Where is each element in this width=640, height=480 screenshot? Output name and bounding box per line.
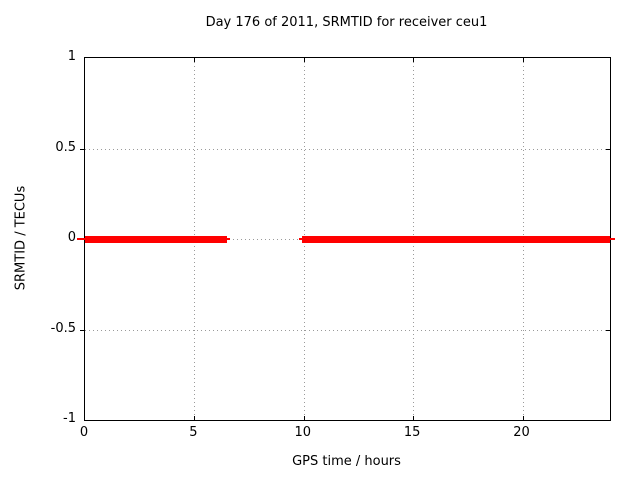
xtick-top-15 [413,58,414,62]
xtick-label-5: 5 [189,425,198,440]
ytick-left--0.5 [80,330,84,331]
xtick-bottom-5 [194,416,195,420]
ytick-label-0: 0 [67,230,76,245]
xtick-label-10: 10 [294,425,312,440]
gridline-y-0.5 [85,149,610,150]
ytick-label--1: -1 [63,411,76,426]
xtick-label-0: 0 [79,425,89,440]
ytick-left-0.5 [80,149,84,150]
xtick-bottom-20 [523,416,524,420]
ytick-label-0.5: 0.5 [55,139,76,155]
chart-title: Day 176 of 2011, SRMTID for receiver ceu… [205,15,488,30]
ytick-right--0.5 [606,330,610,331]
ytick-label--0.5: -0.5 [50,320,76,336]
plot-area [77,57,615,421]
xtick-bottom-10 [304,416,305,420]
series-band-segment-0 [85,236,227,243]
series-band-segment-1 [302,236,610,243]
gridline-y--0.5 [85,330,610,331]
xtick-bottom-15 [413,416,414,420]
ytick-right-0.5 [606,149,610,150]
xtick-top-20 [523,58,524,62]
x-axis-label: GPS time / hours [292,454,401,469]
xtick-label-20: 20 [513,425,530,440]
xtick-label-15: 15 [403,425,421,440]
xtick-top-5 [194,58,195,62]
xtick-top-10 [304,58,305,62]
ytick-label-1: 1 [67,49,76,64]
